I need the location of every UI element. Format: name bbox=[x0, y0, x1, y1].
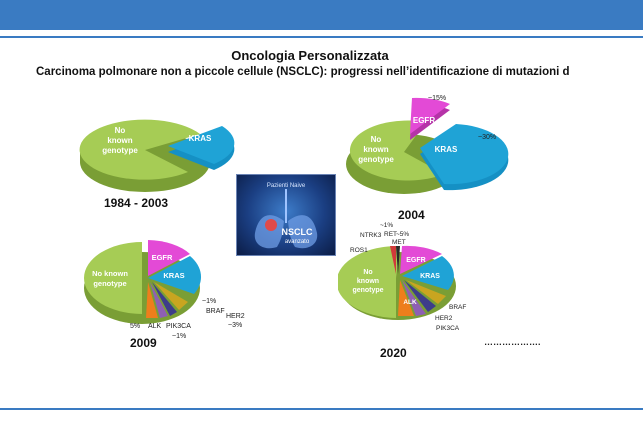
slice-no-known-genotype bbox=[84, 242, 142, 314]
slice-kras bbox=[402, 256, 454, 290]
label-no-known: No bbox=[115, 126, 126, 135]
ret-label: RET bbox=[384, 231, 397, 238]
label-kras: KRAS bbox=[420, 273, 440, 280]
slice-alk bbox=[146, 282, 158, 318]
ntrk-percent: ~1% bbox=[380, 222, 394, 229]
nsclc-lungs-image: Pazienti Naive NSCLC avanzato bbox=[236, 174, 336, 256]
label-no-known-2: known bbox=[363, 145, 388, 154]
top-banner bbox=[0, 0, 643, 30]
slice-kras bbox=[420, 124, 509, 185]
label-no-known-3: genotype bbox=[358, 155, 394, 164]
label-no-known-2: known bbox=[107, 136, 132, 145]
label-no-known: No known bbox=[92, 269, 128, 278]
slice-kras bbox=[168, 126, 235, 164]
center-top-label: Pazienti Naive bbox=[267, 183, 306, 189]
slice-no-known-genotype bbox=[338, 245, 400, 318]
her2-percent: ~3% bbox=[228, 322, 243, 329]
label-kras: KRAS bbox=[189, 134, 212, 143]
bottom-divider bbox=[0, 408, 643, 410]
label-no-known-2: genotype bbox=[93, 279, 126, 288]
label-no-known-3: genotype bbox=[352, 287, 383, 294]
pie-2004: No known genotype EGFR KRAS bbox=[346, 97, 509, 194]
tumor-icon bbox=[265, 219, 277, 231]
slice-egfr bbox=[148, 240, 190, 276]
slice-her2 bbox=[154, 282, 188, 310]
slice-ntrk3 bbox=[396, 246, 400, 274]
label-no-known-2: known bbox=[357, 278, 379, 285]
slice-ros1 bbox=[390, 246, 396, 274]
slice-braf bbox=[152, 282, 177, 316]
her2-label: HER2 bbox=[226, 313, 245, 320]
ellipsis-dots: ………………. bbox=[484, 337, 541, 347]
her2-label-2020: HER2 bbox=[435, 315, 453, 322]
year-2004: 2004 bbox=[398, 208, 425, 222]
pik3ca-percent: ~1% bbox=[172, 333, 187, 340]
slice-pik3ca bbox=[150, 282, 168, 318]
year-2020: 2020 bbox=[380, 346, 407, 360]
center-main-label: NSCLC bbox=[282, 227, 313, 237]
year-1984-2003: 1984 - 2003 bbox=[104, 196, 169, 210]
label-kras: KRAS bbox=[163, 271, 184, 280]
label-no-known: No bbox=[363, 269, 372, 276]
label-alk: ALK bbox=[403, 299, 417, 306]
ntrk3-label: NTRK3 bbox=[360, 232, 382, 239]
pik3ca-label: PIK3CA bbox=[166, 323, 191, 330]
label-egfr: EGFR bbox=[406, 257, 425, 264]
slice-alk bbox=[398, 280, 414, 316]
pie-2009: No known genotype EGFR KRAS bbox=[84, 240, 202, 324]
label-egfr: EGFR bbox=[152, 253, 173, 262]
alk-percent: 5% bbox=[130, 323, 141, 330]
slice-braf bbox=[406, 280, 446, 304]
label-kras: KRAS bbox=[435, 145, 458, 154]
met-label: MET bbox=[392, 239, 406, 246]
alk-label: ALK bbox=[148, 323, 162, 330]
pie-2020: No known genotype EGFR KRAS ALK bbox=[338, 245, 456, 320]
braf-percent: ~1% bbox=[202, 298, 217, 305]
slide-title: Oncologia Personalizzata bbox=[231, 48, 389, 63]
slice-no-known-genotype bbox=[349, 120, 444, 181]
slide-subtitle: Carcinoma polmonare non a piccole cellul… bbox=[36, 66, 570, 78]
kras-percent: ~30% bbox=[478, 134, 497, 141]
label-no-known-3: genotype bbox=[102, 146, 138, 155]
egfr-percent: ~15% bbox=[428, 95, 447, 102]
center-sub-label: avanzato bbox=[285, 239, 310, 245]
ros1-label: ROS1 bbox=[350, 247, 368, 254]
braf-label: BRAF bbox=[206, 308, 225, 315]
ret-percent: ~5% bbox=[396, 231, 410, 238]
top-divider bbox=[0, 36, 643, 38]
pik3ca-label-2020: PIK3CA bbox=[436, 325, 460, 332]
slice-egfr bbox=[410, 97, 450, 134]
slice-her2 bbox=[404, 280, 436, 312]
slice-kras bbox=[148, 256, 202, 294]
label-no-known: No bbox=[371, 135, 382, 144]
label-egfr: EGFR bbox=[413, 116, 435, 125]
slice-no-known-genotype bbox=[79, 119, 200, 180]
braf-label-2020: BRAF bbox=[449, 304, 467, 311]
year-2009: 2009 bbox=[130, 336, 157, 350]
pie-1984-2003: No known genotype KRAS bbox=[79, 119, 235, 192]
slice-pik3ca bbox=[402, 280, 426, 316]
slice-egfr bbox=[400, 245, 442, 274]
